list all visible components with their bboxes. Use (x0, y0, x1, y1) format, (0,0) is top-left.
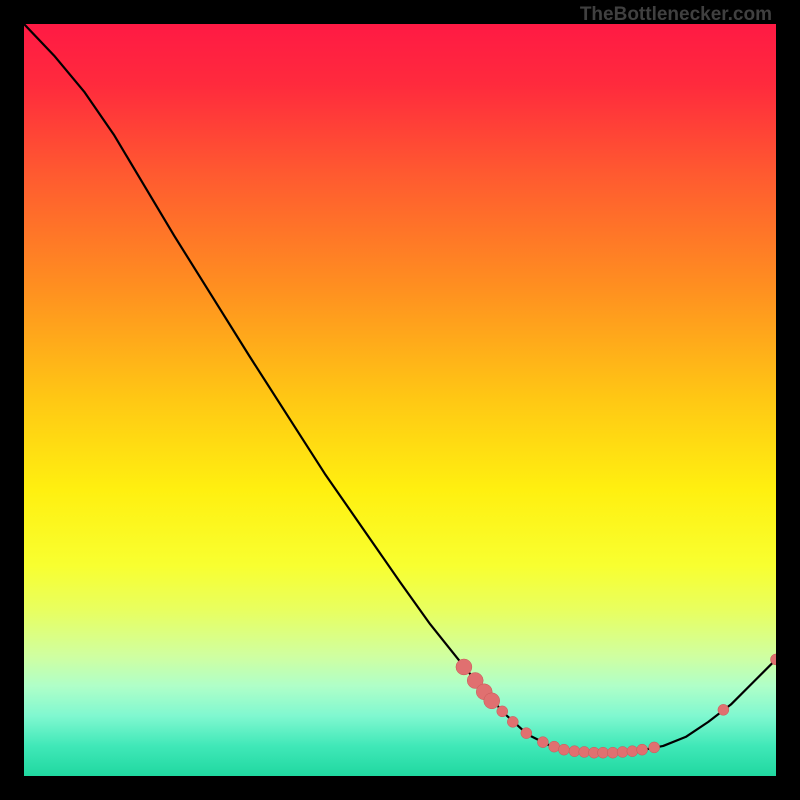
data-marker (627, 746, 638, 757)
chart-curve-layer (24, 24, 776, 776)
data-marker (456, 659, 472, 675)
data-marker (607, 747, 618, 758)
watermark-text: TheBottlenecker.com (580, 4, 772, 26)
data-marker (549, 741, 560, 752)
data-marker (617, 746, 628, 757)
data-marker (637, 744, 648, 755)
data-marker (649, 742, 660, 753)
data-marker (598, 747, 609, 758)
data-marker (579, 746, 590, 757)
data-marker (521, 728, 532, 739)
data-marker (484, 693, 500, 709)
data-marker (497, 706, 508, 717)
chart-plot-area (24, 24, 776, 776)
data-marker (507, 716, 518, 727)
data-marker (569, 746, 580, 757)
data-marker (718, 704, 729, 715)
data-marker (558, 744, 569, 755)
bottleneck-curve (24, 24, 776, 753)
data-marker (537, 737, 548, 748)
